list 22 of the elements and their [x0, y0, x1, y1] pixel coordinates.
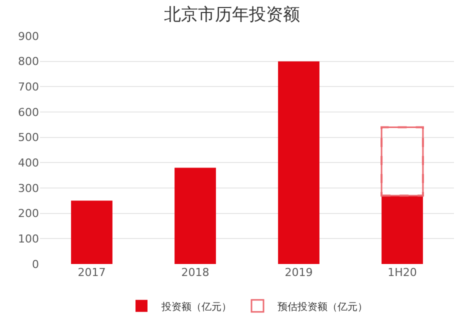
y-tick-label: 200 — [18, 207, 39, 220]
x-tick-label: 2018 — [181, 266, 210, 279]
y-tick-label: 400 — [18, 156, 39, 170]
y-tick-label: 600 — [18, 106, 39, 119]
y-tick-label: 800 — [18, 55, 39, 68]
bar — [380, 126, 424, 197]
y-tick-label: 100 — [18, 232, 39, 246]
bar — [71, 200, 112, 264]
bar — [278, 61, 320, 264]
legend-label: 投资额（亿元） — [160, 300, 232, 313]
x-tick-label: 1H20 — [388, 266, 417, 279]
x-tick-label: 2017 — [78, 266, 106, 279]
y-tick-label: 700 — [18, 80, 39, 94]
chart-title: 北京市历年投资额 — [164, 5, 300, 26]
y-tick-label: 500 — [18, 131, 39, 144]
y-tick-label: 900 — [18, 30, 39, 43]
bar — [382, 196, 423, 264]
x-tick-label: 2019 — [284, 266, 313, 279]
legend-label: 预估投资额（亿元） — [278, 300, 368, 313]
y-tick-label: 300 — [18, 182, 39, 195]
bar — [174, 168, 216, 264]
y-tick-label: 0 — [32, 258, 39, 271]
